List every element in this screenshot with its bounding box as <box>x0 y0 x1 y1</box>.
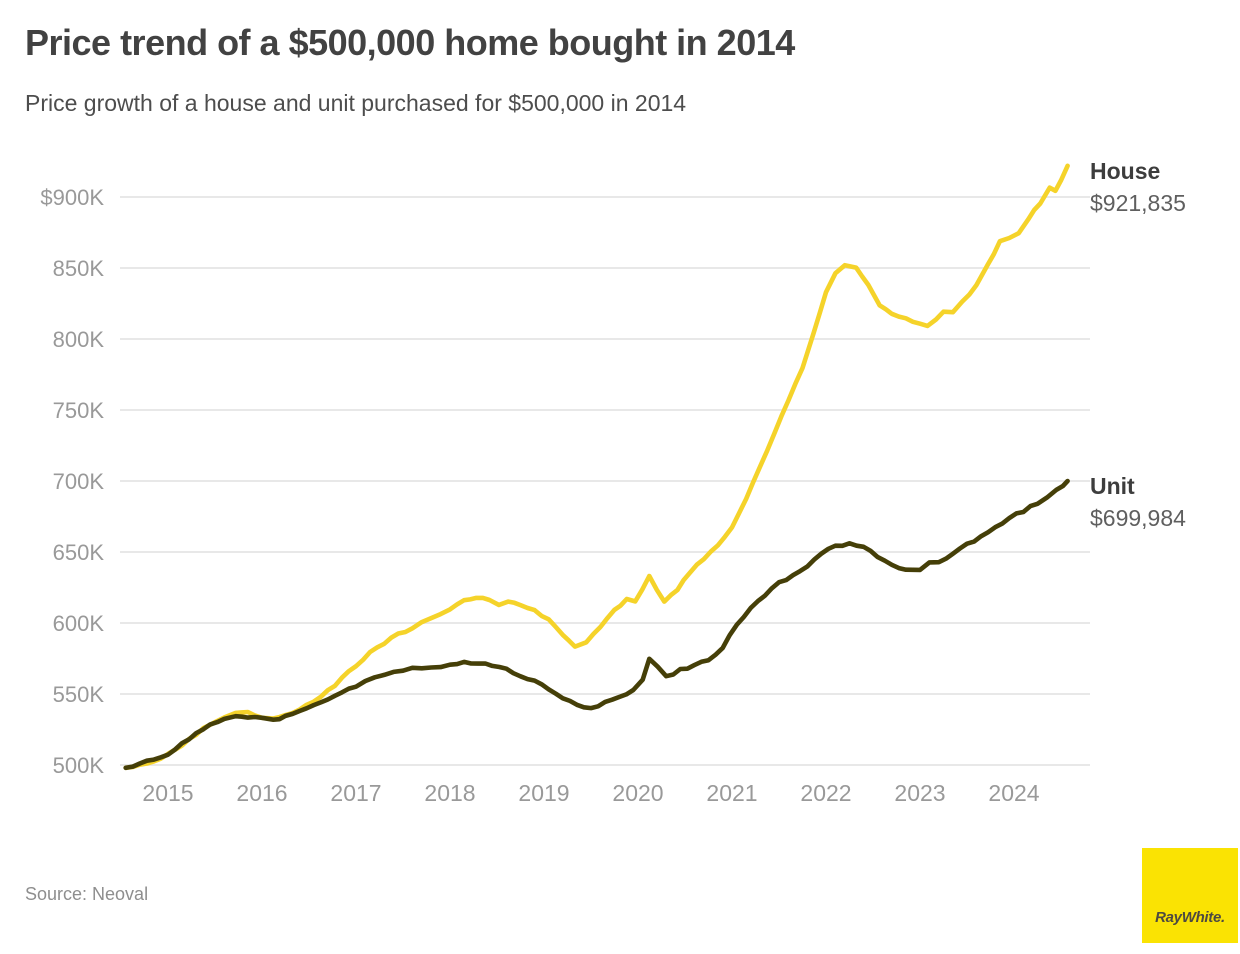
y-axis-label: 500K <box>53 753 105 778</box>
unit-series-label: Unit $699,984 <box>1090 475 1186 530</box>
x-axis-label: 2016 <box>236 780 287 806</box>
x-axis-label: 2024 <box>988 780 1039 806</box>
house-series-value: $921,835 <box>1090 190 1186 216</box>
y-axis-label: 550K <box>53 682 105 707</box>
x-axis-label: 2022 <box>800 780 851 806</box>
y-axis-label: 600K <box>53 611 105 636</box>
chart-title: Price trend of a $500,000 home bought in… <box>25 22 795 63</box>
unit-series-name: Unit <box>1090 473 1135 499</box>
y-axis-label: 850K <box>53 256 105 281</box>
chart-subtitle: Price growth of a house and unit purchas… <box>25 90 687 116</box>
y-axis-label: $900K <box>40 185 104 210</box>
house-series-name: House <box>1090 158 1161 184</box>
y-axis-label: 650K <box>53 540 105 565</box>
unit-series-value: $699,984 <box>1090 505 1186 531</box>
x-axis-label: 2018 <box>424 780 475 806</box>
y-axis-label: 700K <box>53 469 105 494</box>
x-axis-label: 2020 <box>612 780 663 806</box>
raywhite-logo: RayWhite. <box>1142 848 1238 943</box>
y-axis-label: 750K <box>53 398 105 423</box>
x-axis-label: 2019 <box>518 780 569 806</box>
raywhite-logo-text: RayWhite. <box>1155 909 1225 926</box>
y-axis-label: 800K <box>53 327 105 352</box>
x-axis-label: 2015 <box>142 780 193 806</box>
x-axis-label: 2017 <box>330 780 381 806</box>
source-note: Source: Neoval <box>25 884 149 904</box>
house-series-label: House $921,835 <box>1090 160 1186 215</box>
unit-line <box>123 478 1070 771</box>
x-axis-label: 2023 <box>894 780 945 806</box>
x-axis-label: 2021 <box>706 780 757 806</box>
house-line <box>123 163 1070 771</box>
